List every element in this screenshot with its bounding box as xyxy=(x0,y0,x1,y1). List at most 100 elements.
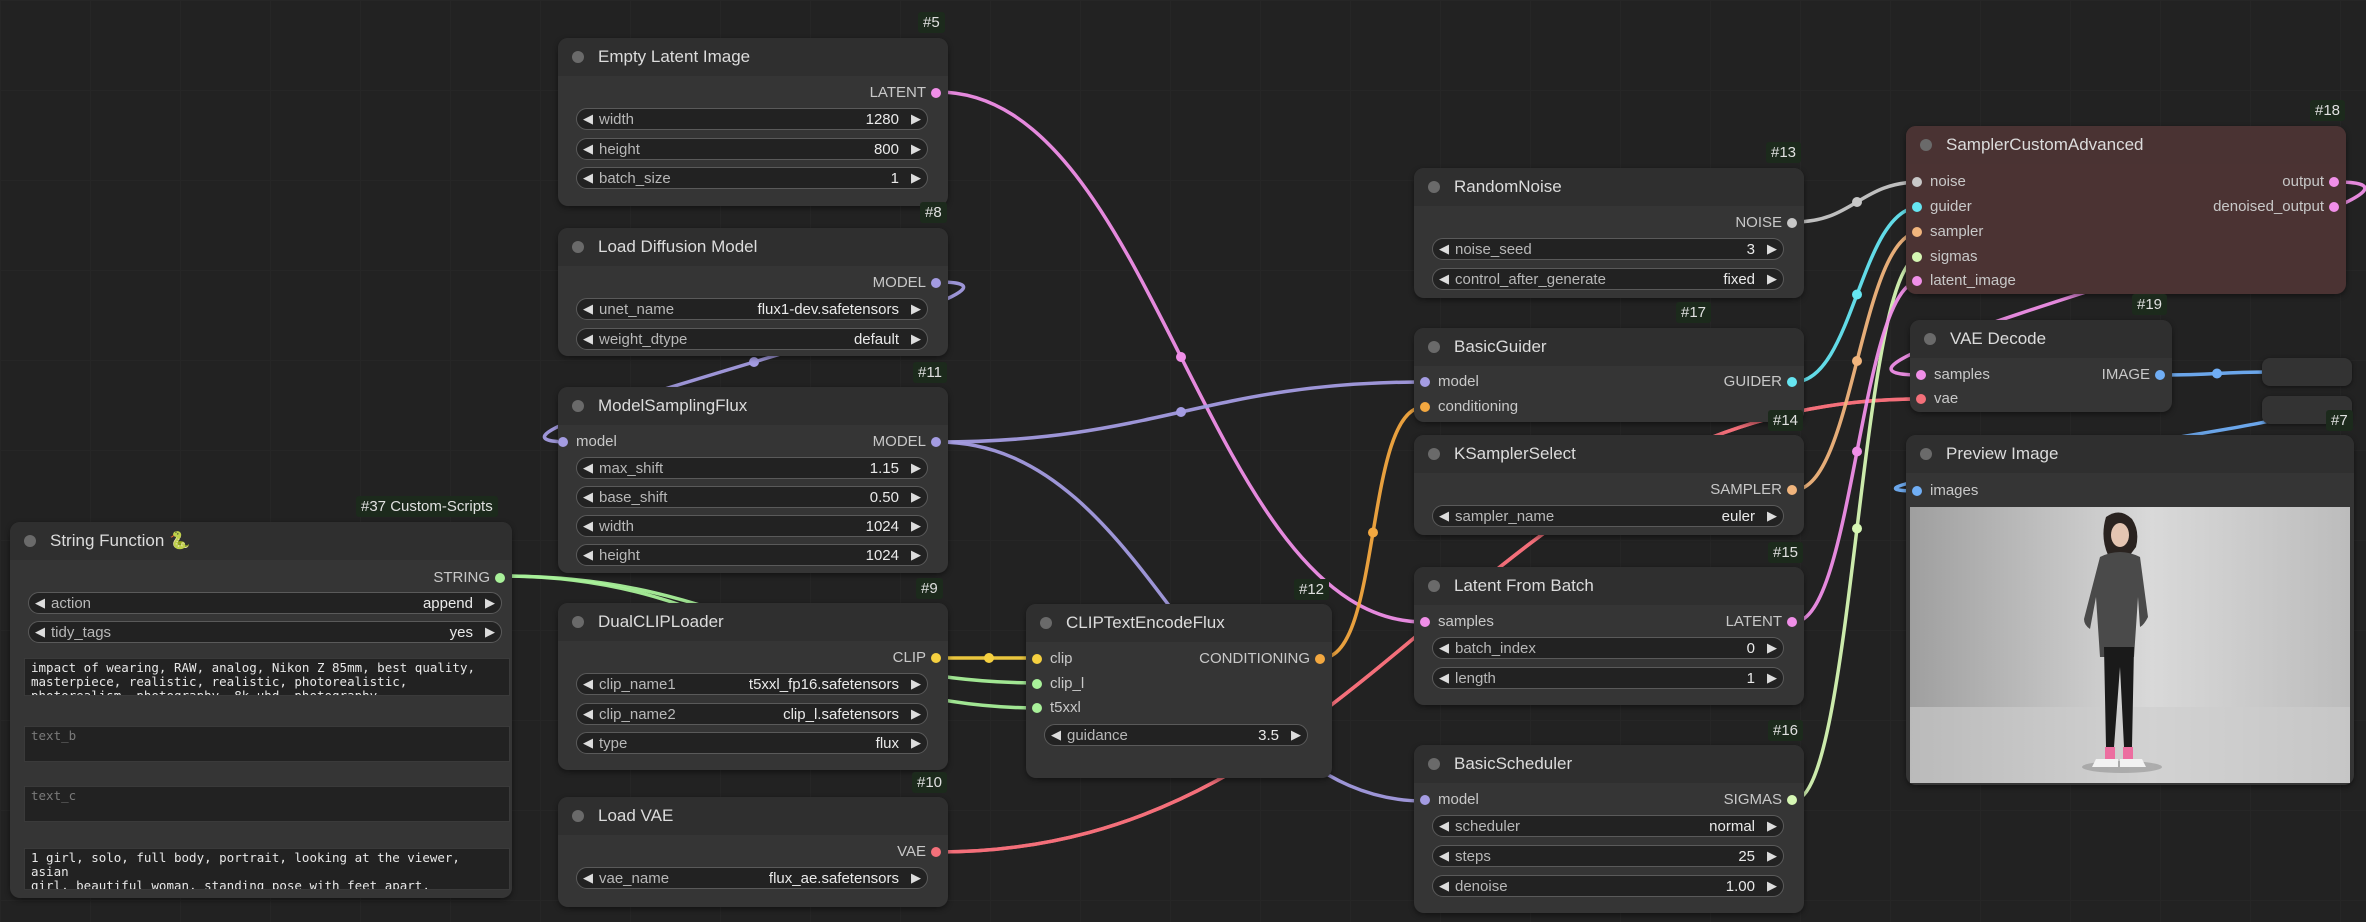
sampler-input[interactable]: sampler xyxy=(1912,222,1983,242)
increment-arrow-icon[interactable]: ▶ xyxy=(911,870,921,885)
collapsed-node-pill[interactable] xyxy=(2262,358,2352,386)
samples-input[interactable]: samples xyxy=(1420,612,1494,632)
sigmas-input[interactable]: sigmas xyxy=(1912,247,1978,267)
clip-name1-widget[interactable]: ◀ clip_name1 t5xxl_fp16.safetensors ▶ xyxy=(576,673,928,695)
decrement-arrow-icon[interactable]: ◀ xyxy=(1051,727,1061,742)
increment-arrow-icon[interactable]: ▶ xyxy=(911,141,921,156)
decrement-arrow-icon[interactable]: ◀ xyxy=(35,624,45,639)
decrement-arrow-icon[interactable]: ◀ xyxy=(583,460,593,475)
batch-index-widget[interactable]: ◀ batch_index 0 ▶ xyxy=(1432,637,1784,659)
increment-arrow-icon[interactable]: ▶ xyxy=(1767,818,1777,833)
load-diffusion-model-node[interactable]: Load Diffusion Model MODEL ◀ unet_name flu… xyxy=(558,228,948,356)
batch-size-widget[interactable]: ◀ batch_size 1 ▶ xyxy=(576,167,928,189)
increment-arrow-icon[interactable]: ▶ xyxy=(1767,878,1777,893)
wire-midpoint-dot[interactable] xyxy=(1852,289,1862,300)
wire-midpoint-dot[interactable] xyxy=(2212,368,2222,379)
node-header[interactable]: CLIPTextEncodeFlux xyxy=(1026,604,1332,642)
image-output[interactable]: IMAGE xyxy=(2102,365,2165,385)
decrement-arrow-icon[interactable]: ◀ xyxy=(1439,508,1449,523)
model-input[interactable]: model xyxy=(1420,372,1479,392)
node-header[interactable]: Latent From Batch xyxy=(1414,567,1804,605)
collapse-dot-icon[interactable] xyxy=(24,535,36,547)
length-widget[interactable]: ◀ length 1 ▶ xyxy=(1432,667,1784,689)
increment-arrow-icon[interactable]: ▶ xyxy=(1767,241,1777,256)
sigmas-socket-icon[interactable] xyxy=(1912,252,1922,262)
vae-socket-icon[interactable] xyxy=(931,847,941,857)
decrement-arrow-icon[interactable]: ◀ xyxy=(1439,271,1449,286)
decrement-arrow-icon[interactable]: ◀ xyxy=(583,489,593,504)
guider-socket-icon[interactable] xyxy=(1787,377,1797,387)
control-after-generate-widget[interactable]: ◀ control_after_generate fixed ▶ xyxy=(1432,268,1784,290)
clip-output[interactable]: CLIP xyxy=(893,648,941,668)
guider-output[interactable]: GUIDER xyxy=(1724,372,1797,392)
action-widget[interactable]: ◀ action append ▶ xyxy=(28,592,502,614)
decrement-arrow-icon[interactable]: ◀ xyxy=(583,870,593,885)
node-header[interactable]: RandomNoise xyxy=(1414,168,1804,206)
increment-arrow-icon[interactable]: ▶ xyxy=(911,518,921,533)
node-header[interactable]: BasicScheduler xyxy=(1414,745,1804,783)
clip-socket-icon[interactable] xyxy=(1032,654,1042,664)
model-socket-icon[interactable] xyxy=(931,278,941,288)
collapse-dot-icon[interactable] xyxy=(1040,617,1052,629)
increment-arrow-icon[interactable]: ▶ xyxy=(1767,670,1777,685)
increment-arrow-icon[interactable]: ▶ xyxy=(1767,508,1777,523)
collapse-dot-icon[interactable] xyxy=(1428,448,1440,460)
node-header[interactable]: String Function 🐍 xyxy=(10,522,512,560)
string-output[interactable]: STRING xyxy=(433,568,505,588)
sampler-socket-icon[interactable] xyxy=(1787,485,1797,495)
clip-l-input[interactable]: clip_l xyxy=(1032,674,1084,694)
model-input[interactable]: model xyxy=(1420,790,1479,810)
node-header[interactable]: KSamplerSelect xyxy=(1414,435,1804,473)
model-socket-icon[interactable] xyxy=(1420,795,1430,805)
increment-arrow-icon[interactable]: ▶ xyxy=(911,676,921,691)
wire-midpoint-dot[interactable] xyxy=(1368,527,1378,538)
sampler-custom-advanced-node[interactable]: SamplerCustomAdvanced noise guider sampl… xyxy=(1906,126,2346,294)
vae-name-widget[interactable]: ◀ vae_name flux_ae.safetensors ▶ xyxy=(576,867,928,889)
samples-input[interactable]: samples xyxy=(1916,365,1990,385)
decrement-arrow-icon[interactable]: ◀ xyxy=(583,301,593,316)
noise-seed-widget[interactable]: ◀ noise_seed 3 ▶ xyxy=(1432,238,1784,260)
decrement-arrow-icon[interactable]: ◀ xyxy=(1439,848,1449,863)
decrement-arrow-icon[interactable]: ◀ xyxy=(583,547,593,562)
latent-socket-icon[interactable] xyxy=(1420,617,1430,627)
preview-image-node[interactable]: Preview Image images xyxy=(1906,435,2354,785)
width-widget[interactable]: ◀ width 1280 ▶ xyxy=(576,108,928,130)
increment-arrow-icon[interactable]: ▶ xyxy=(911,460,921,475)
wire-midpoint-dot[interactable] xyxy=(1176,352,1186,362)
increment-arrow-icon[interactable]: ▶ xyxy=(911,170,921,185)
increment-arrow-icon[interactable]: ▶ xyxy=(1291,727,1301,742)
decrement-arrow-icon[interactable]: ◀ xyxy=(1439,818,1449,833)
collapse-dot-icon[interactable] xyxy=(1428,758,1440,770)
decrement-arrow-icon[interactable]: ◀ xyxy=(583,706,593,721)
noise-socket-icon[interactable] xyxy=(1787,218,1797,228)
increment-arrow-icon[interactable]: ▶ xyxy=(1767,848,1777,863)
text-c-textarea[interactable]: text_c xyxy=(24,786,510,822)
collapse-dot-icon[interactable] xyxy=(1428,341,1440,353)
model-socket-icon[interactable] xyxy=(931,437,941,447)
node-header[interactable]: Empty Latent Image xyxy=(558,38,948,76)
model-input[interactable]: model xyxy=(558,432,617,452)
collapse-dot-icon[interactable] xyxy=(1428,580,1440,592)
decrement-arrow-icon[interactable]: ◀ xyxy=(1439,878,1449,893)
weight-dtype-widget[interactable]: ◀ weight_dtype default ▶ xyxy=(576,328,928,350)
text-b-textarea[interactable]: text_b xyxy=(24,726,510,762)
collapse-dot-icon[interactable] xyxy=(572,616,584,628)
decrement-arrow-icon[interactable]: ◀ xyxy=(583,170,593,185)
denoised-output[interactable]: denoised_output xyxy=(2213,197,2339,217)
clip-socket-icon[interactable] xyxy=(931,653,941,663)
string-socket-icon[interactable] xyxy=(495,573,505,583)
wire-midpoint-dot[interactable] xyxy=(984,653,994,663)
wire-midpoint-dot[interactable] xyxy=(1852,356,1862,366)
increment-arrow-icon[interactable]: ▶ xyxy=(911,111,921,126)
node-header[interactable]: Load VAE xyxy=(558,797,948,835)
collapse-dot-icon[interactable] xyxy=(1924,333,1936,345)
string-function-node[interactable]: String Function 🐍 STRING ◀ action append ▶ … xyxy=(10,522,512,898)
collapse-dot-icon[interactable] xyxy=(572,810,584,822)
increment-arrow-icon[interactable]: ▶ xyxy=(911,706,921,721)
scheduler-widget[interactable]: ◀ scheduler normal ▶ xyxy=(1432,815,1784,837)
latent-socket-icon[interactable] xyxy=(1916,370,1926,380)
increment-arrow-icon[interactable]: ▶ xyxy=(911,301,921,316)
node-header[interactable]: BasicGuider xyxy=(1414,328,1804,366)
steps-widget[interactable]: ◀ steps 25 ▶ xyxy=(1432,845,1784,867)
latent-socket-icon[interactable] xyxy=(931,88,941,98)
